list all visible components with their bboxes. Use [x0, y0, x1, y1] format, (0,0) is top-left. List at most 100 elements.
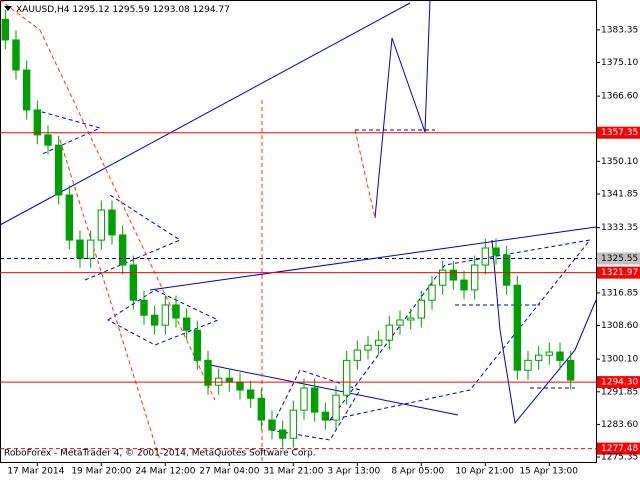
candle-body [417, 299, 426, 319]
candle-body [502, 254, 511, 286]
y-tick-label: 1366.60 [601, 92, 638, 102]
trend-line [0, 2, 411, 226]
candle-body [33, 109, 42, 136]
candle-body [44, 134, 52, 146]
candle-body [300, 387, 308, 411]
candle-body [321, 411, 330, 421]
candle-body [566, 359, 575, 381]
price-axis: 1383.35 1375.10 1366.60 1350.10 1341.85 1333.… [7, 25, 638, 476]
level-label: 1357.35 [601, 128, 638, 138]
candle-body [513, 284, 522, 371]
channel-line [39, 29, 216, 401]
candle-body [545, 351, 554, 356]
level-label: 1277.48 [601, 444, 638, 454]
triangle [34, 109, 102, 156]
x-tick-label: 31 Mar 21:00 [263, 467, 323, 477]
candle-body [1, 18, 10, 41]
forecast-line [374, 0, 431, 219]
level-label-box [597, 126, 640, 139]
levels: 1357.35 1325.55 1321.97 1294.30 1277.48 [0, 126, 640, 455]
candle-body [97, 209, 106, 241]
candle-body [225, 377, 234, 383]
symbol: XAUUSD,H4 [16, 5, 70, 15]
candle-body [54, 144, 63, 196]
watermark: RoboForex - MetaTrader 4, © 2001-2014, M… [4, 449, 316, 459]
y-tick-label: 1341.85 [601, 190, 638, 200]
x-tick-label: 19 Mar 20:00 [71, 467, 131, 477]
y-tick-label: 1275.35 [601, 453, 638, 463]
y-tick-label: 1375.10 [601, 58, 638, 68]
quote-open: 1295.12 [72, 5, 109, 15]
level-label: 1294.30 [601, 378, 638, 388]
candle-body [449, 269, 458, 281]
menu-icon [4, 6, 12, 11]
level-label-box [597, 252, 640, 265]
candle-body [460, 279, 468, 291]
x-tick-label: 17 Mar 2014 [7, 467, 64, 477]
x-tick-label: 15 Apr 13:00 [519, 467, 578, 477]
candle-body [524, 359, 532, 371]
candle-body [140, 299, 148, 316]
candle-body [396, 319, 404, 326]
y-tick-label: 1300.10 [601, 355, 638, 365]
candle-body [268, 419, 276, 431]
y-tick-label: 1291.85 [601, 387, 638, 397]
candle-body [556, 351, 564, 361]
candle-body [481, 247, 490, 266]
x-tick-label: 10 Apr 21:00 [455, 467, 514, 477]
candle-body [492, 247, 500, 256]
candle-body [22, 69, 31, 111]
candle-body [193, 329, 202, 361]
y-tick-label: 1308.60 [601, 321, 638, 331]
x-tick-label: 8 Apr 05:00 [391, 467, 444, 477]
y-tick-label: 1333.35 [601, 223, 638, 233]
candle-body [406, 317, 415, 321]
level-label: 1321.97 [601, 268, 638, 278]
forecast-line [491, 239, 597, 425]
candle-body [246, 389, 255, 399]
level-label-box [597, 442, 640, 455]
candle-body [257, 397, 266, 421]
x-tick-label: 3 Apr 13:00 [327, 467, 380, 477]
candle-body [364, 344, 372, 351]
level-label-box [597, 376, 640, 389]
candle-body [470, 264, 479, 291]
level-label-box [597, 266, 640, 279]
quote-high: 1295.59 [112, 5, 149, 15]
candle-body [534, 354, 543, 361]
rhombus [107, 289, 220, 346]
candle-body [172, 304, 180, 319]
candle-body [310, 387, 319, 413]
candle-body [353, 349, 362, 361]
chart-header: XAUUSD,H4 1295.12 1295.59 1293.08 1294.7… [16, 5, 230, 15]
candle-body [12, 39, 20, 71]
rhombus [269, 369, 361, 441]
y-tick-label: 1350.10 [601, 157, 638, 167]
candles [1, 9, 575, 448]
trend-line [209, 364, 459, 416]
candle-body [65, 194, 74, 241]
candle-body [438, 269, 447, 286]
candle-body [342, 359, 351, 396]
y-tick-label: 1316.85 [601, 288, 638, 298]
candle-body [236, 381, 244, 391]
candle-body [204, 359, 212, 386]
candle-body [86, 239, 95, 259]
quote-close: 1294.77 [193, 5, 230, 15]
y-tick-label: 1283.60 [601, 420, 638, 430]
candle-body [332, 394, 340, 421]
candle-body [76, 239, 84, 259]
candle-body [161, 304, 170, 326]
x-tick-label: 24 Mar 12:00 [135, 467, 195, 477]
candle-body [129, 264, 138, 301]
forecast-line [354, 129, 376, 219]
candle-body [150, 314, 159, 326]
channel-line [0, 0, 41, 31]
level-label: 1325.55 [601, 254, 638, 264]
candle-body [385, 324, 394, 341]
candle-body [182, 317, 191, 331]
y-tick-label: 1383.35 [601, 25, 638, 35]
channel [328, 239, 592, 421]
